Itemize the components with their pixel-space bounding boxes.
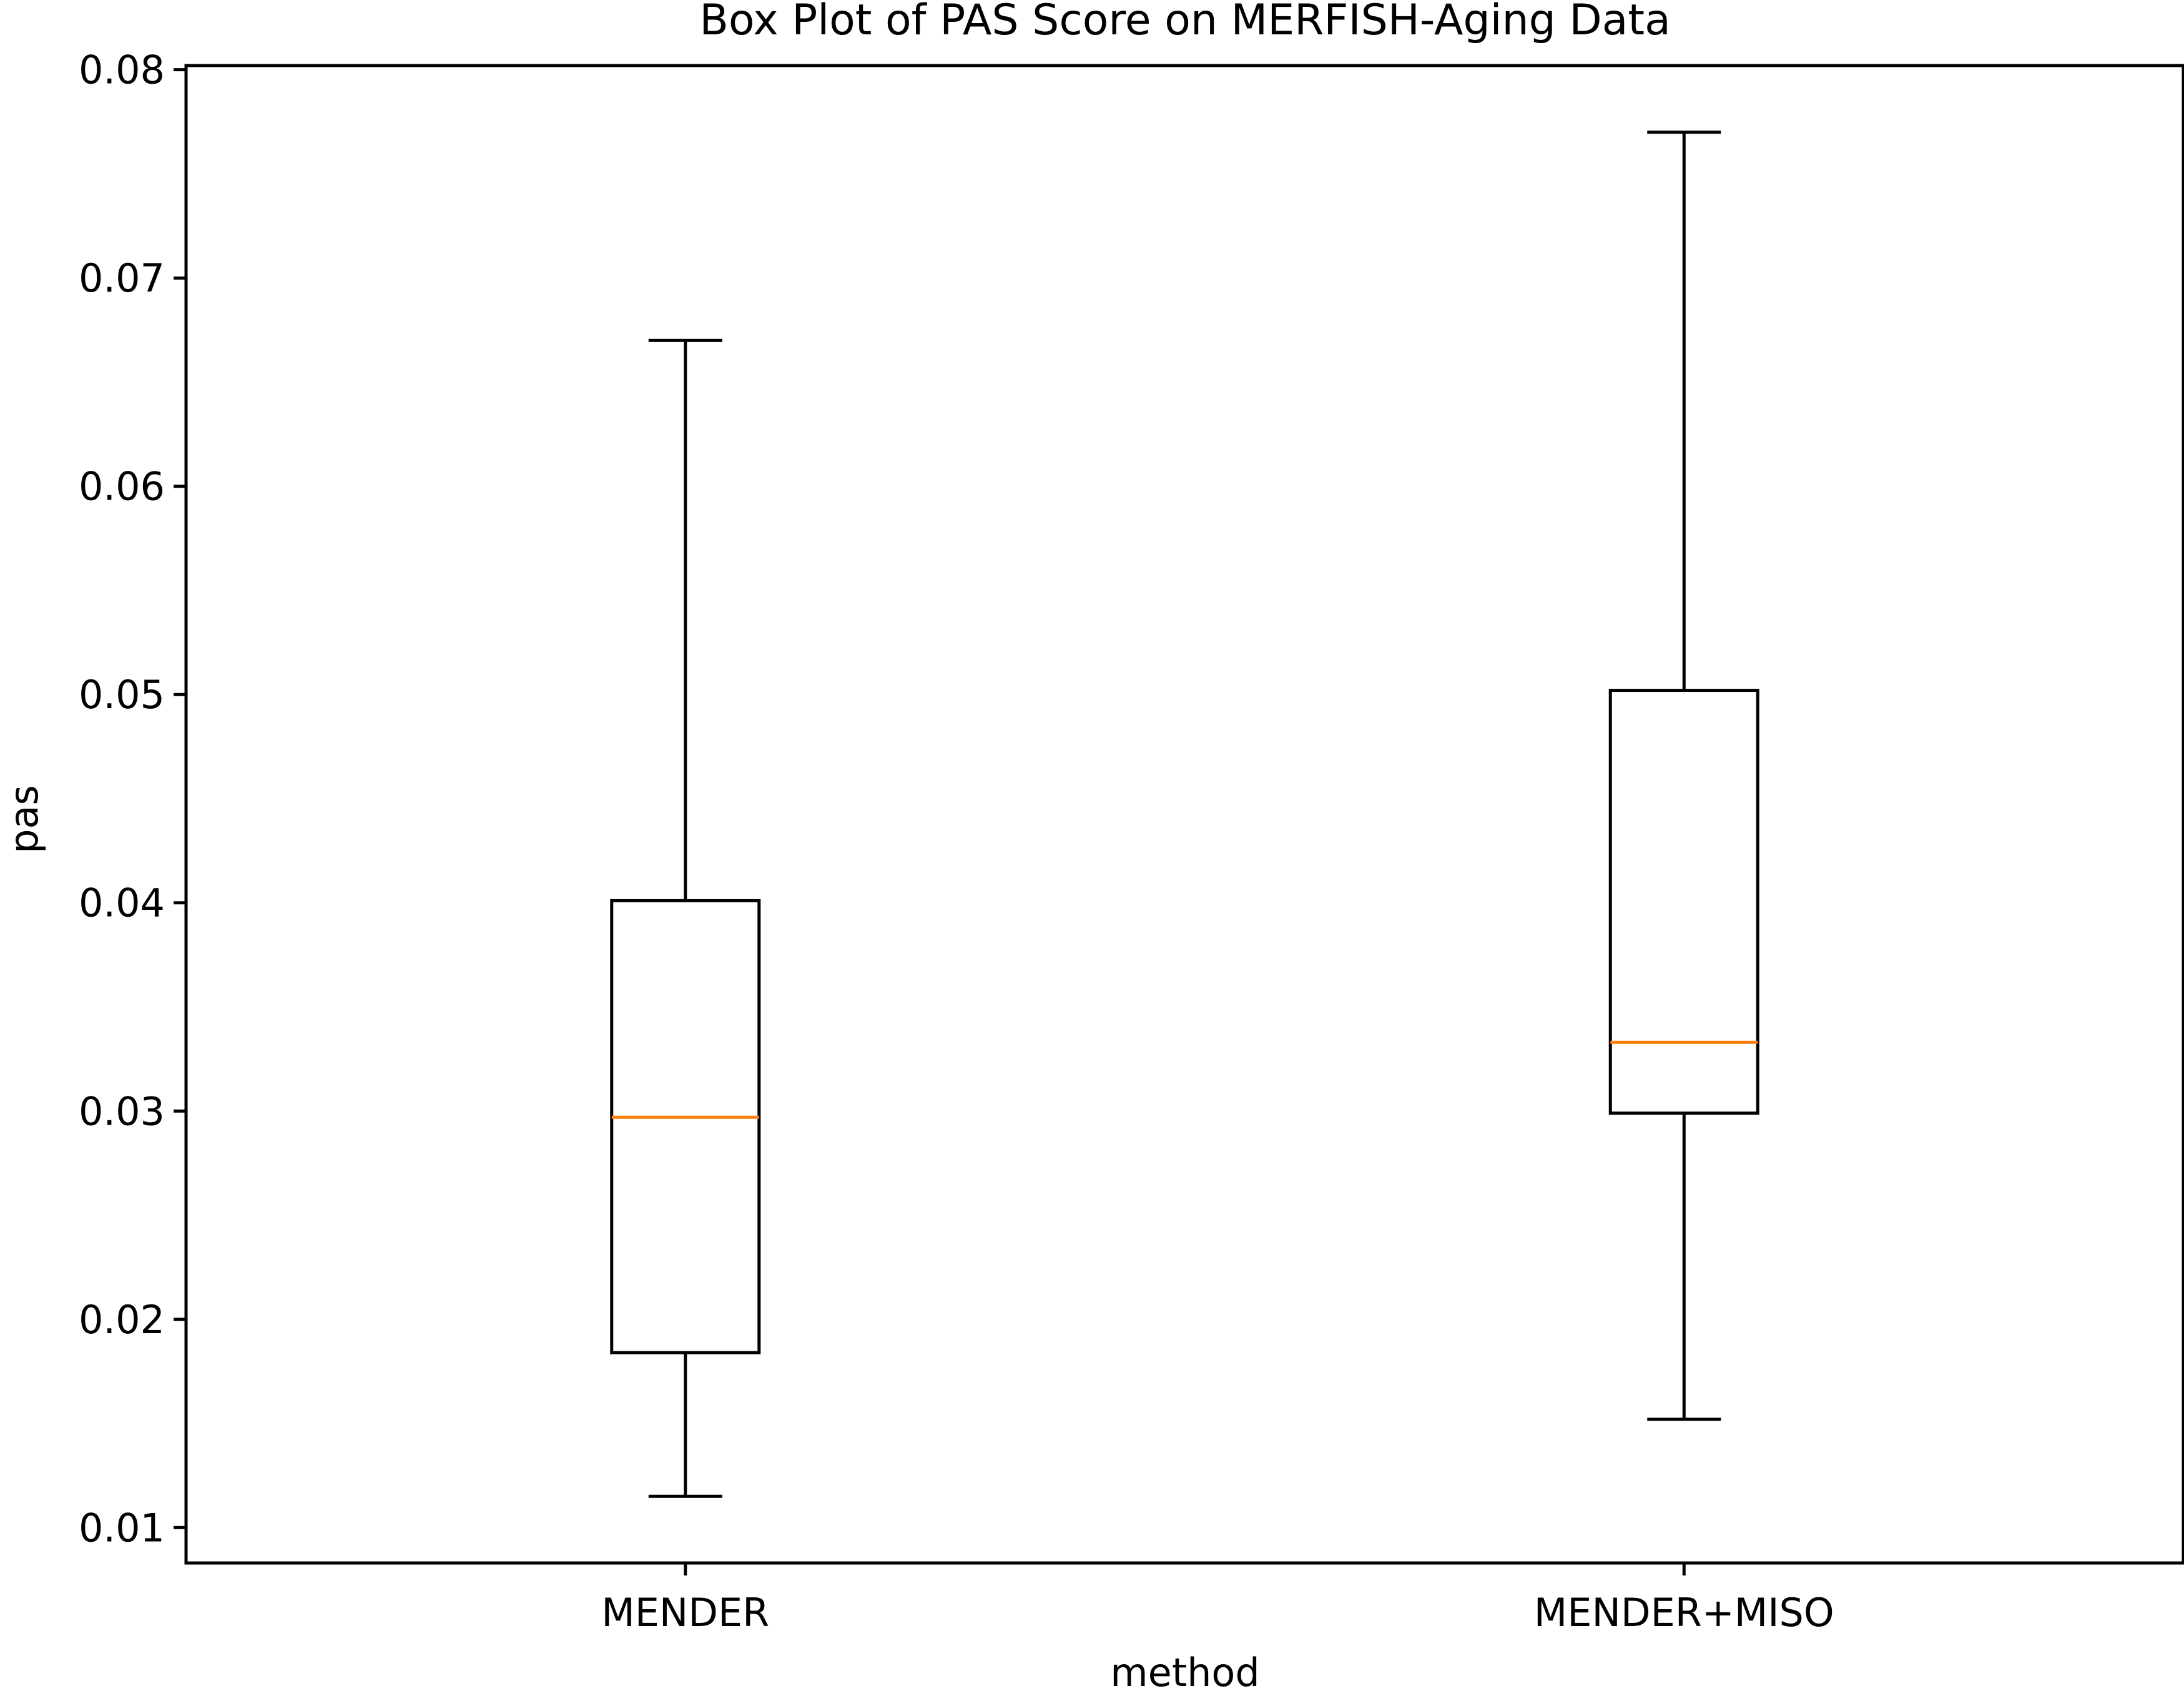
y-tick-label: 0.01 [79,1505,165,1551]
y-tick-label: 0.03 [79,1088,165,1134]
y-tick-label: 0.08 [79,47,165,93]
box-1 [610,338,761,1498]
y-ticks-layer: 0.01 0.02 0.03 0.04 0.05 0.06 0.07 0.08 [79,47,186,1551]
box-2 [1608,131,1759,1421]
y-tick-label: 0.05 [79,672,165,717]
y-tick-label: 0.07 [79,255,165,301]
boxes-layer [610,131,1759,1498]
y-axis-label: pas [1,785,47,854]
plot-frame [184,64,2184,1565]
chart-title: Box Plot of PAS Score on MERFISH-Aging D… [699,0,1671,45]
x-axis-label: method [1110,1650,1259,1695]
x-ticks-layer: MENDER MENDER+MISO [601,1563,1834,1635]
x-tick-label: MENDER [601,1590,769,1635]
x-tick-label: MENDER+MISO [1534,1590,1834,1635]
y-tick-label: 0.06 [79,464,165,510]
y-tick-label: 0.02 [79,1297,165,1343]
iqr-box [610,899,761,1354]
axes-layer [184,64,2184,1565]
iqr-box [1608,689,1759,1115]
y-tick-label: 0.04 [79,880,165,926]
